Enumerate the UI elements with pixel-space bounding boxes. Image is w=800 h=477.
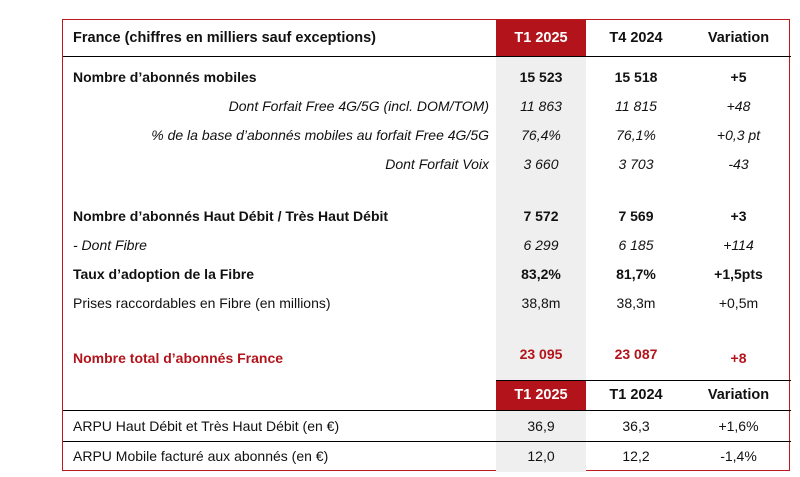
row-value-variation: -43 — [728, 156, 749, 172]
row-value-variation: +5 — [730, 69, 747, 85]
header-divider — [63, 56, 791, 57]
row-value-t4: 81,7% — [616, 266, 656, 282]
row-label-forfait-free: Dont Forfait Free 4G/5G (incl. DOM/TOM) — [228, 98, 489, 114]
arpu-label-broadband: ARPU Haut Débit et Très Haut Débit (en €… — [73, 418, 340, 434]
row-value-t1: 38,8m — [521, 295, 561, 311]
col-header-t4-2024: T4 2024 — [609, 30, 663, 46]
arpu-value-t1-2024: 12,2 — [622, 448, 650, 464]
row-value-t4: 38,3m — [616, 295, 656, 311]
row-value-t4: 15 518 — [614, 69, 658, 85]
row-label-broadband-subscribers: Nombre d’abonnés Haut Débit / Très Haut … — [73, 208, 389, 224]
row-value-t1: 83,2% — [521, 266, 561, 282]
row-value-t1: 76,4% — [521, 127, 561, 143]
row-value-variation: +3 — [730, 208, 747, 224]
row-value-t4: 76,1% — [616, 127, 656, 143]
row-value-variation: +0,5m — [718, 295, 759, 311]
row-value-t4: 23 087 — [614, 346, 658, 362]
row-value-t4: 7 569 — [618, 208, 654, 224]
row-label-mobile-subscribers: Nombre d’abonnés mobiles — [73, 69, 257, 85]
row-value-t4: 6 185 — [618, 237, 654, 253]
row-value-t4: 3 703 — [618, 156, 654, 172]
row-value-t1: 6 299 — [523, 237, 559, 253]
row-value-t1: 23 095 — [519, 346, 563, 362]
row-value-variation: +48 — [726, 98, 751, 114]
arpu-col-header-variation: Variation — [707, 387, 770, 403]
row-value-t1: 3 660 — [523, 156, 559, 172]
row-label-total-subscribers: Nombre total d’abonnés France — [73, 350, 284, 366]
subscriber-table: France (chiffres en milliers sauf except… — [62, 19, 791, 472]
arpu-header-divider — [63, 410, 791, 411]
arpu-col-header-t1-2025: T1 2025 — [496, 380, 586, 410]
arpu-value-variation: +1,6% — [718, 418, 759, 434]
row-value-t1: 7 572 — [523, 208, 559, 224]
arpu-header-top-divider — [496, 380, 791, 381]
row-value-variation: +114 — [723, 237, 754, 253]
row-label-fibre-adoption: Taux d’adoption de la Fibre — [73, 266, 254, 282]
row-label-dont-fibre: - Dont Fibre — [73, 237, 147, 253]
arpu-value-t1-2024: 36,3 — [622, 418, 650, 434]
row-value-variation: +1,5pts — [714, 266, 763, 282]
row-value-t1: 15 523 — [519, 69, 563, 85]
table-header-label: France (chiffres en milliers sauf except… — [73, 30, 376, 46]
row-label-pct-forfait-free: % de la base d’abonnés mobiles au forfai… — [151, 127, 489, 143]
arpu-value-t1-2025: 36,9 — [527, 418, 555, 434]
arpu-value-t1-2025: 12,0 — [527, 448, 555, 464]
arpu-value-variation: -1,4% — [720, 448, 757, 464]
row-value-t1: 11 863 — [520, 98, 562, 114]
row-value-variation: +8 — [730, 350, 747, 366]
row-label-forfait-voix: Dont Forfait Voix — [385, 156, 489, 172]
arpu-label-mobile: ARPU Mobile facturé aux abonnés (en €) — [73, 448, 329, 464]
row-value-t4: 11 815 — [615, 98, 657, 114]
t1-2025-column-shade — [496, 56, 586, 380]
col-header-variation: Variation — [707, 30, 770, 46]
col-header-t1-2025: T1 2025 — [496, 20, 586, 56]
arpu-col-header-t1-2024: T1 2024 — [609, 387, 663, 403]
arpu-row-divider — [63, 441, 791, 442]
row-label-fibre-sockets: Prises raccordables en Fibre (en million… — [73, 295, 331, 311]
row-value-variation: +0,3 pt — [716, 127, 761, 143]
